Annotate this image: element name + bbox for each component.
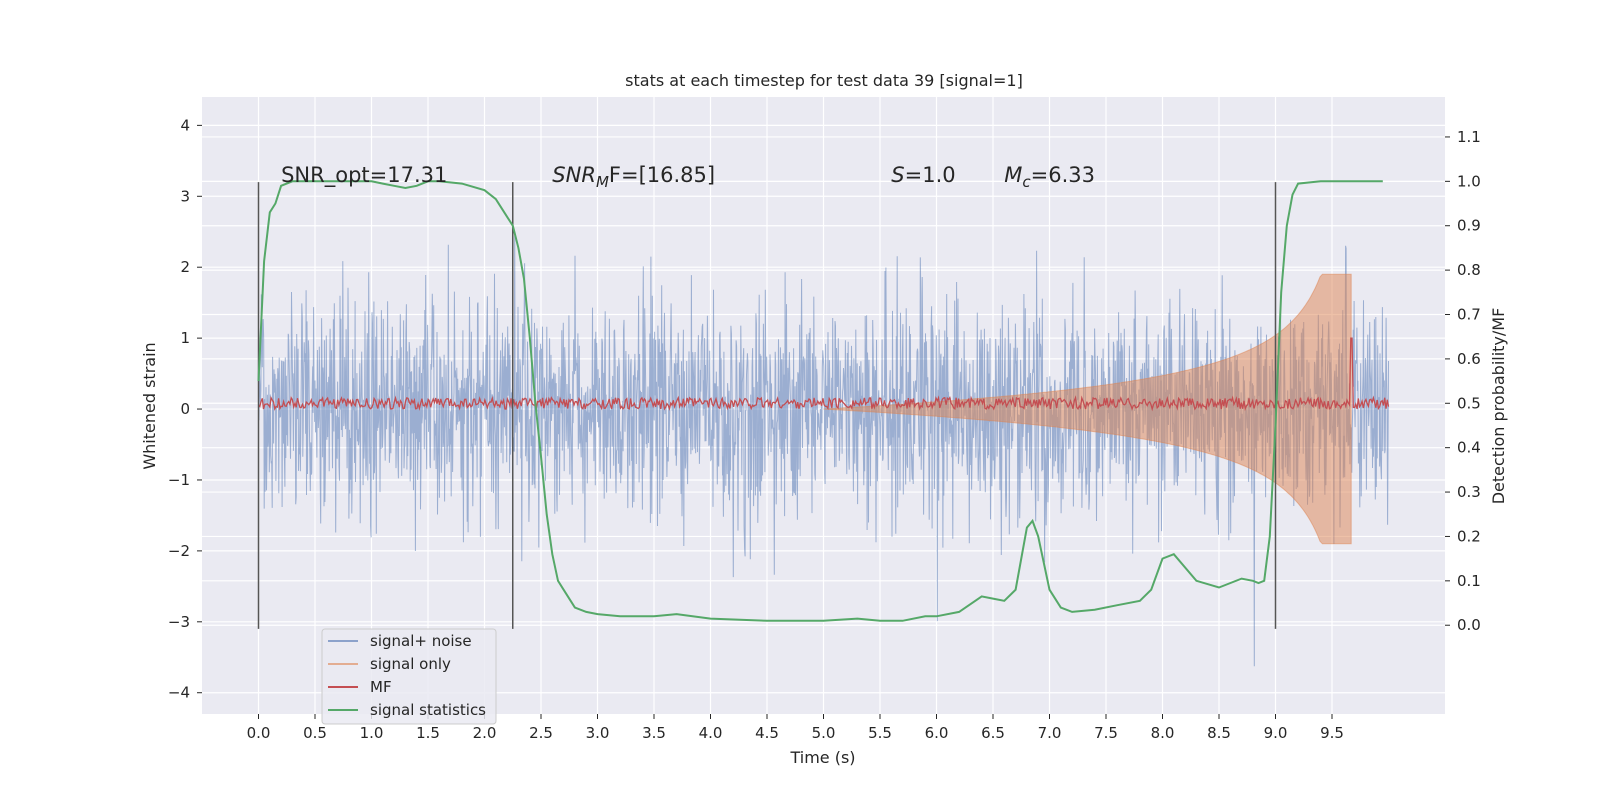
legend: signal+ noise signal only MF signal stat… xyxy=(321,628,497,725)
y-tick-label: 4 xyxy=(180,116,190,134)
x-tick-label: 6.0 xyxy=(925,724,949,742)
x-tick-label: 7.5 xyxy=(1094,724,1118,742)
signal-only-area xyxy=(823,273,1352,545)
mf-series xyxy=(258,337,1390,412)
y-right-tick-label: 0.3 xyxy=(1457,483,1481,501)
annotation-text: S=1.0 xyxy=(891,163,955,187)
signal-statistics-series xyxy=(257,180,1383,622)
annotation-text: Mc=6.33 xyxy=(1004,163,1095,191)
y-tick-label: 0 xyxy=(180,400,190,418)
x-tick-label: 9.5 xyxy=(1320,724,1344,742)
x-tick-label: 0.0 xyxy=(247,724,271,742)
signal-statistics-line xyxy=(257,180,1383,622)
y-axis-label-right: Detection probability/MF xyxy=(1489,308,1508,505)
x-axis-label: Time (s) xyxy=(789,748,855,767)
y-right-tick-label: 0.9 xyxy=(1457,217,1481,235)
legend-box xyxy=(321,628,497,725)
legend-label-signal-statistics: signal statistics xyxy=(370,701,486,719)
annotation-text: SNR_opt=17.31 xyxy=(281,163,447,188)
y-tick-label: 3 xyxy=(180,187,190,205)
y-right-tick-label: 1.1 xyxy=(1457,128,1481,146)
x-tick-label: 8.0 xyxy=(1151,724,1175,742)
y-right-tick-label: 0.7 xyxy=(1457,306,1481,324)
y-tick-label: 1 xyxy=(180,329,190,347)
y-tick-label: −4 xyxy=(168,684,190,702)
x-tick-label: 4.5 xyxy=(755,724,779,742)
x-tick-label: 1.0 xyxy=(360,724,384,742)
annotations: SNR_opt=17.31 SNRMF=[16.85] S=1.0 Mc=6.33 xyxy=(281,163,1095,191)
y-right-tick-label: 0.4 xyxy=(1457,439,1481,457)
annotation-text: SNRMF=[16.85] xyxy=(552,163,715,191)
x-tick-label: 8.5 xyxy=(1207,724,1231,742)
x-tick-label: 5.5 xyxy=(868,724,892,742)
y-axis-ticks-left: −4 −3 −2 −1 0 1 2 3 4 xyxy=(168,116,202,702)
y-right-tick-label: 0.2 xyxy=(1457,527,1481,545)
y-right-tick-label: 0.5 xyxy=(1457,394,1481,412)
y-right-tick-label: 0.6 xyxy=(1457,350,1481,368)
x-tick-label: 3.0 xyxy=(586,724,610,742)
x-tick-label: 2.0 xyxy=(473,724,497,742)
x-tick-label: 5.0 xyxy=(812,724,836,742)
y-right-tick-label: 0.8 xyxy=(1457,261,1481,279)
legend-label-signal-noise: signal+ noise xyxy=(370,632,472,650)
legend-label-mf: MF xyxy=(370,678,392,696)
y-axis-label-left: Whitened strain xyxy=(140,342,159,469)
x-tick-label: 3.5 xyxy=(642,724,666,742)
mf-line xyxy=(258,337,1390,412)
y-right-tick-label: 0.1 xyxy=(1457,572,1481,590)
x-tick-label: 0.5 xyxy=(303,724,327,742)
y-right-tick-label: 1.0 xyxy=(1457,172,1481,190)
y-tick-label: −2 xyxy=(168,542,190,560)
chart-title: stats at each timestep for test data 39 … xyxy=(625,71,1023,90)
x-tick-label: 1.5 xyxy=(416,724,440,742)
x-axis-ticks: 0.0 0.5 1.0 1.5 2.0 2.5 3.0 3.5 4.0 4.5 5.0 5.5 6.0 6… xyxy=(247,714,1344,742)
signal-only-series xyxy=(823,273,1352,545)
y-tick-label: 2 xyxy=(180,258,190,276)
x-tick-label: 9.0 xyxy=(1264,724,1288,742)
x-tick-label: 6.5 xyxy=(981,724,1005,742)
y-tick-label: −3 xyxy=(168,613,190,631)
x-tick-label: 4.0 xyxy=(699,724,723,742)
x-tick-label: 2.5 xyxy=(529,724,553,742)
y-tick-label: −1 xyxy=(168,471,190,489)
y-right-tick-label: 0.0 xyxy=(1457,616,1481,634)
legend-label-signal-only: signal only xyxy=(370,655,451,673)
y-axis-ticks-right: 0.0 0.1 0.2 0.3 0.4 0.5 0.6 0.7 0.8 0.9 1.0 1.1 xyxy=(1445,128,1481,634)
x-tick-label: 7.0 xyxy=(1038,724,1062,742)
